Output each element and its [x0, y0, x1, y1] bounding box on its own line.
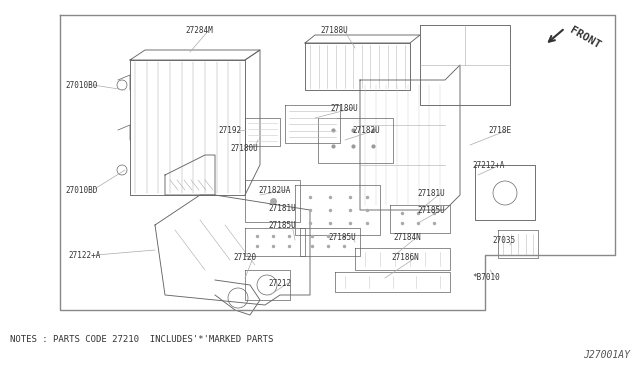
Text: 27185U: 27185U: [328, 232, 356, 241]
Text: 27181U: 27181U: [417, 189, 445, 198]
Text: 27186N: 27186N: [391, 253, 419, 263]
Text: 27180U: 27180U: [330, 103, 358, 112]
Text: 27122+A: 27122+A: [68, 250, 100, 260]
Text: 27120: 27120: [233, 253, 256, 263]
Text: 27010B0: 27010B0: [65, 80, 97, 90]
Text: 27212: 27212: [268, 279, 291, 288]
Text: 27035: 27035: [492, 235, 515, 244]
Text: 27181U: 27181U: [268, 203, 296, 212]
Text: *B7010: *B7010: [472, 273, 500, 282]
Text: J27001AY: J27001AY: [583, 350, 630, 360]
Text: 27010BD: 27010BD: [65, 186, 97, 195]
Text: 27182UA: 27182UA: [258, 186, 291, 195]
Text: 27182U: 27182U: [352, 125, 380, 135]
Text: 27192: 27192: [218, 125, 241, 135]
Text: FRONT: FRONT: [568, 25, 602, 51]
Text: 27180U: 27180U: [230, 144, 258, 153]
Text: 27185U: 27185U: [268, 221, 296, 230]
Text: 27184N: 27184N: [393, 232, 420, 241]
Text: 2718E: 2718E: [488, 125, 511, 135]
Text: 27188U: 27188U: [320, 26, 348, 35]
Text: 27284M: 27284M: [185, 26, 212, 35]
Text: 27185U: 27185U: [417, 205, 445, 215]
Text: 27212+A: 27212+A: [472, 160, 504, 170]
Text: NOTES : PARTS CODE 27210  INCLUDES'*'MARKED PARTS: NOTES : PARTS CODE 27210 INCLUDES'*'MARK…: [10, 336, 273, 344]
